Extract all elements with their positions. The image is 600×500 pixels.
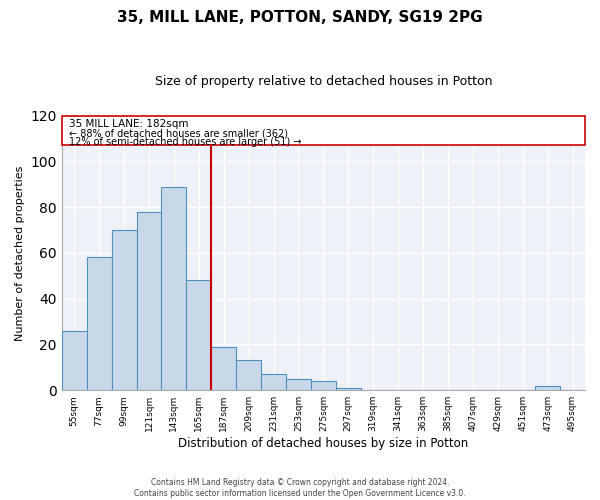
Bar — [311, 381, 336, 390]
Text: 35, MILL LANE, POTTON, SANDY, SG19 2PG: 35, MILL LANE, POTTON, SANDY, SG19 2PG — [117, 10, 483, 25]
Bar — [87, 258, 112, 390]
Bar — [211, 346, 236, 390]
Bar — [161, 186, 187, 390]
Text: ← 88% of detached houses are smaller (362): ← 88% of detached houses are smaller (36… — [69, 128, 288, 138]
Bar — [137, 212, 161, 390]
Bar — [187, 280, 211, 390]
Bar — [236, 360, 261, 390]
Bar — [62, 330, 87, 390]
X-axis label: Distribution of detached houses by size in Potton: Distribution of detached houses by size … — [178, 437, 469, 450]
Bar — [261, 374, 286, 390]
Bar — [112, 230, 137, 390]
Title: Size of property relative to detached houses in Potton: Size of property relative to detached ho… — [155, 75, 492, 88]
Text: 35 MILL LANE: 182sqm: 35 MILL LANE: 182sqm — [69, 119, 189, 129]
Bar — [535, 386, 560, 390]
Bar — [336, 388, 361, 390]
Bar — [286, 379, 311, 390]
Text: 12% of semi-detached houses are larger (51) →: 12% of semi-detached houses are larger (… — [69, 138, 302, 147]
Y-axis label: Number of detached properties: Number of detached properties — [15, 165, 25, 340]
Text: Contains HM Land Registry data © Crown copyright and database right 2024.
Contai: Contains HM Land Registry data © Crown c… — [134, 478, 466, 498]
FancyBboxPatch shape — [62, 116, 585, 146]
